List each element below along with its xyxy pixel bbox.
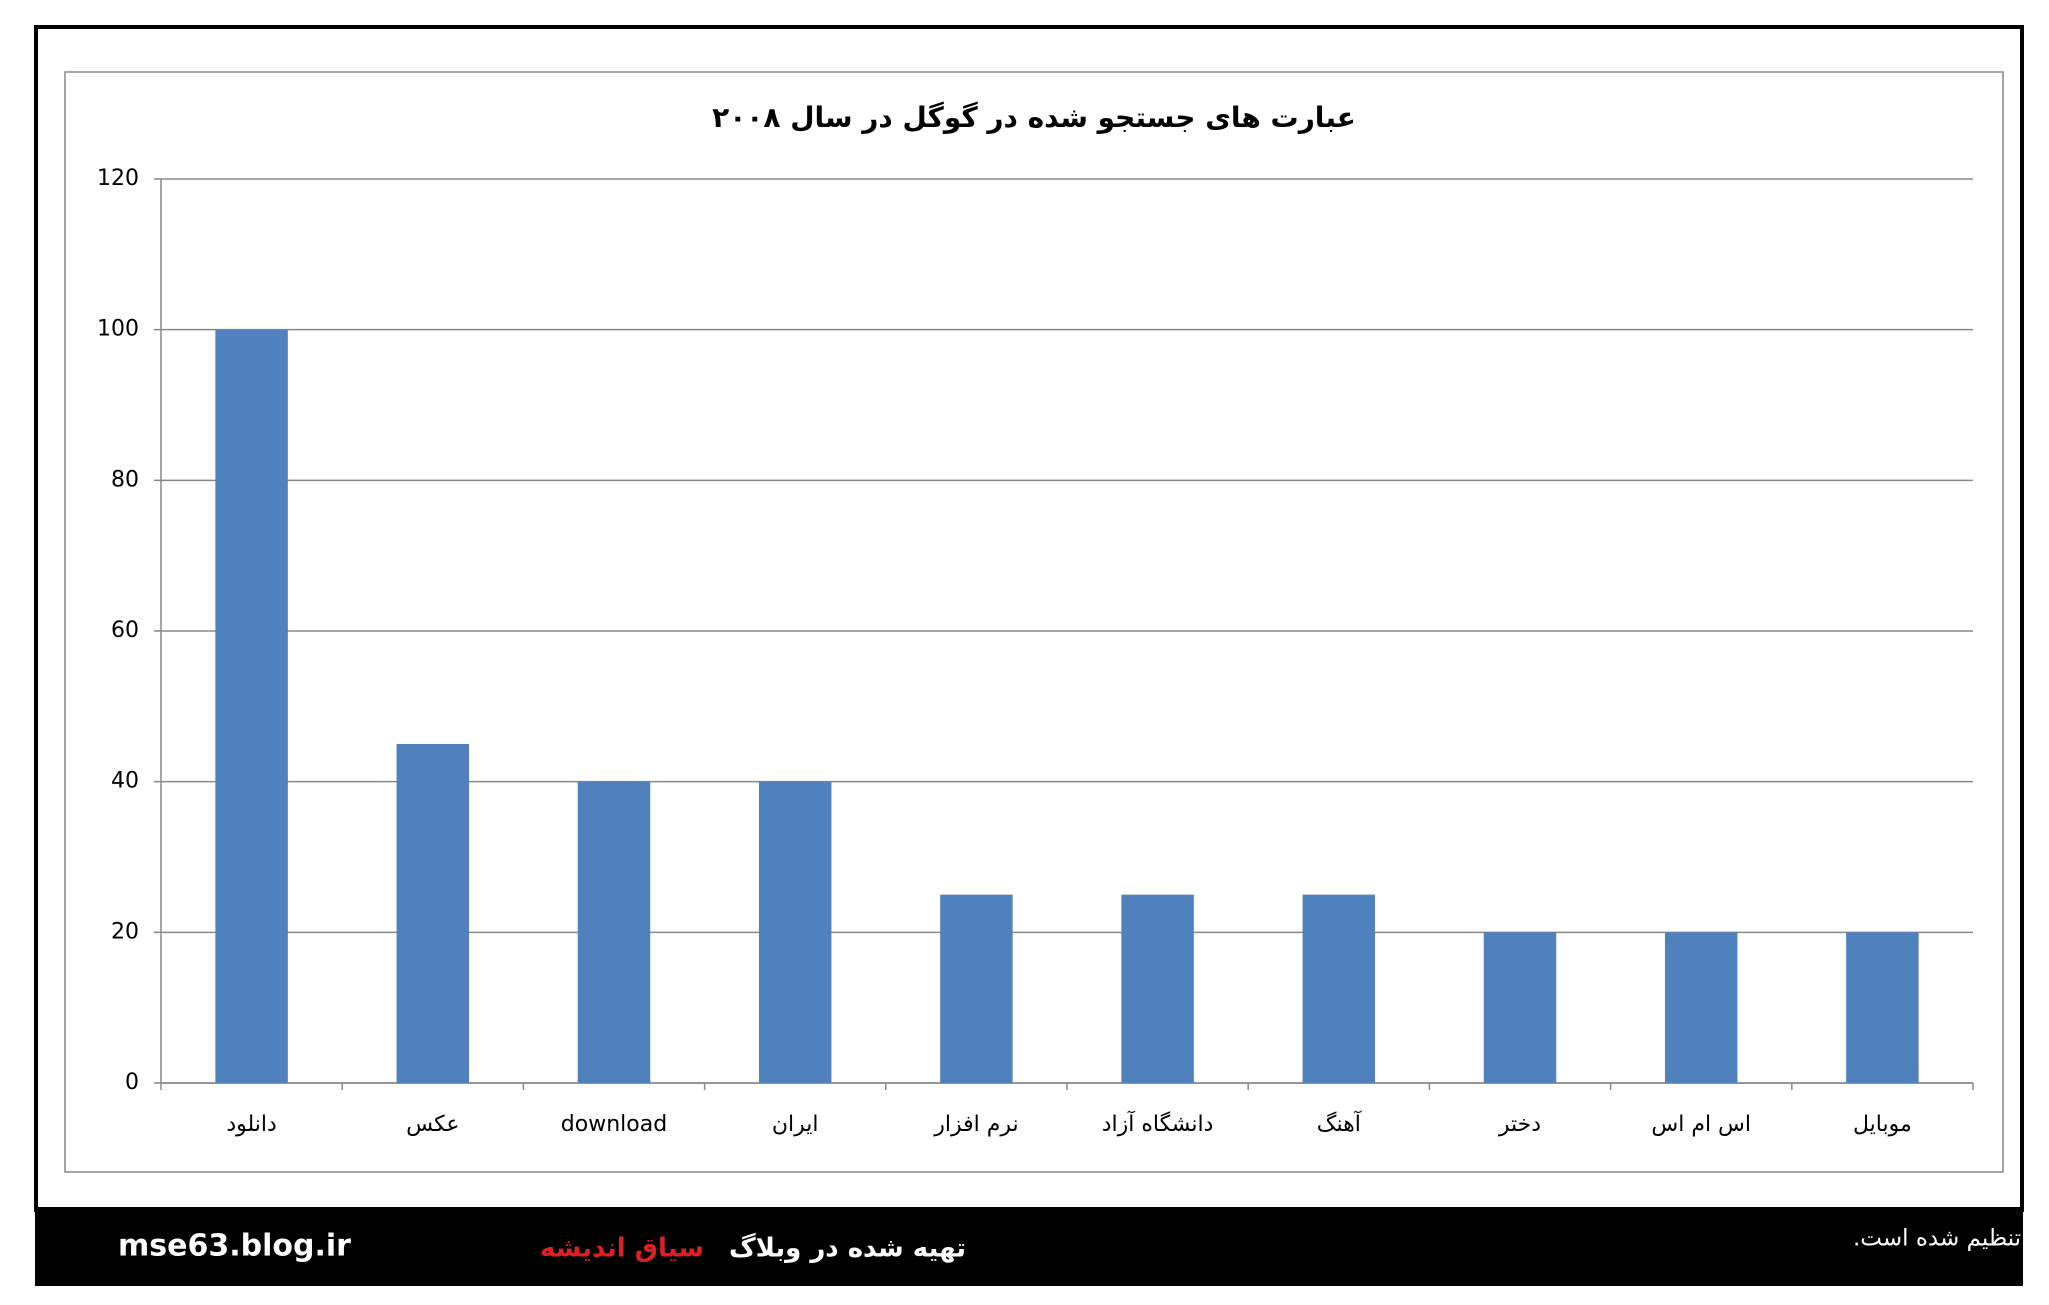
- bar: [1302, 894, 1376, 1083]
- bar: [1846, 932, 1919, 1083]
- bar: [940, 894, 1013, 1083]
- chart-title: عبارت های جستجو شده در گوگل در سال ۲۰۰۸: [712, 101, 1356, 134]
- bar: [1664, 932, 1738, 1083]
- x-tick-label: دانلود: [226, 1112, 276, 1137]
- bar: [215, 329, 288, 1084]
- footer-blog-name: سیاق اندیشه: [540, 1234, 704, 1264]
- x-tick-label: ایران: [772, 1112, 819, 1137]
- bar: [577, 781, 651, 1083]
- x-tick-label: دانشگاه آزاد: [1102, 1110, 1214, 1137]
- bar: [1483, 932, 1557, 1083]
- footer-site: mse63.blog.ir: [118, 1229, 351, 1264]
- footer-made-in: تهیه شده در وبلاگ: [729, 1233, 966, 1264]
- y-tick-label: 100: [97, 317, 139, 342]
- x-tick-label: اس ام اس: [1651, 1112, 1751, 1137]
- y-tick-label: 60: [111, 618, 139, 643]
- bar: [758, 781, 832, 1083]
- y-tick-label: 120: [97, 166, 139, 191]
- y-tick-label: 40: [111, 769, 139, 794]
- x-tick-label: عکس: [406, 1112, 459, 1137]
- footer-note: نمودار فوق بر اساس آمار سایت گوگل تنظیم …: [1853, 1224, 2049, 1252]
- y-tick-label: 80: [111, 467, 139, 492]
- x-tick-label: آهنگ: [1317, 1110, 1362, 1137]
- footer-bar: [35, 1207, 2023, 1286]
- x-tick-label: download: [561, 1112, 667, 1137]
- y-tick-label: 20: [111, 919, 139, 944]
- x-tick-label: دختر: [1498, 1112, 1541, 1137]
- bar: [1121, 894, 1194, 1083]
- x-tick-label: نرم افزار: [933, 1112, 1018, 1137]
- x-tick-label: موبایل: [1853, 1112, 1912, 1137]
- y-tick-label: 0: [125, 1070, 139, 1095]
- bar: [396, 744, 470, 1083]
